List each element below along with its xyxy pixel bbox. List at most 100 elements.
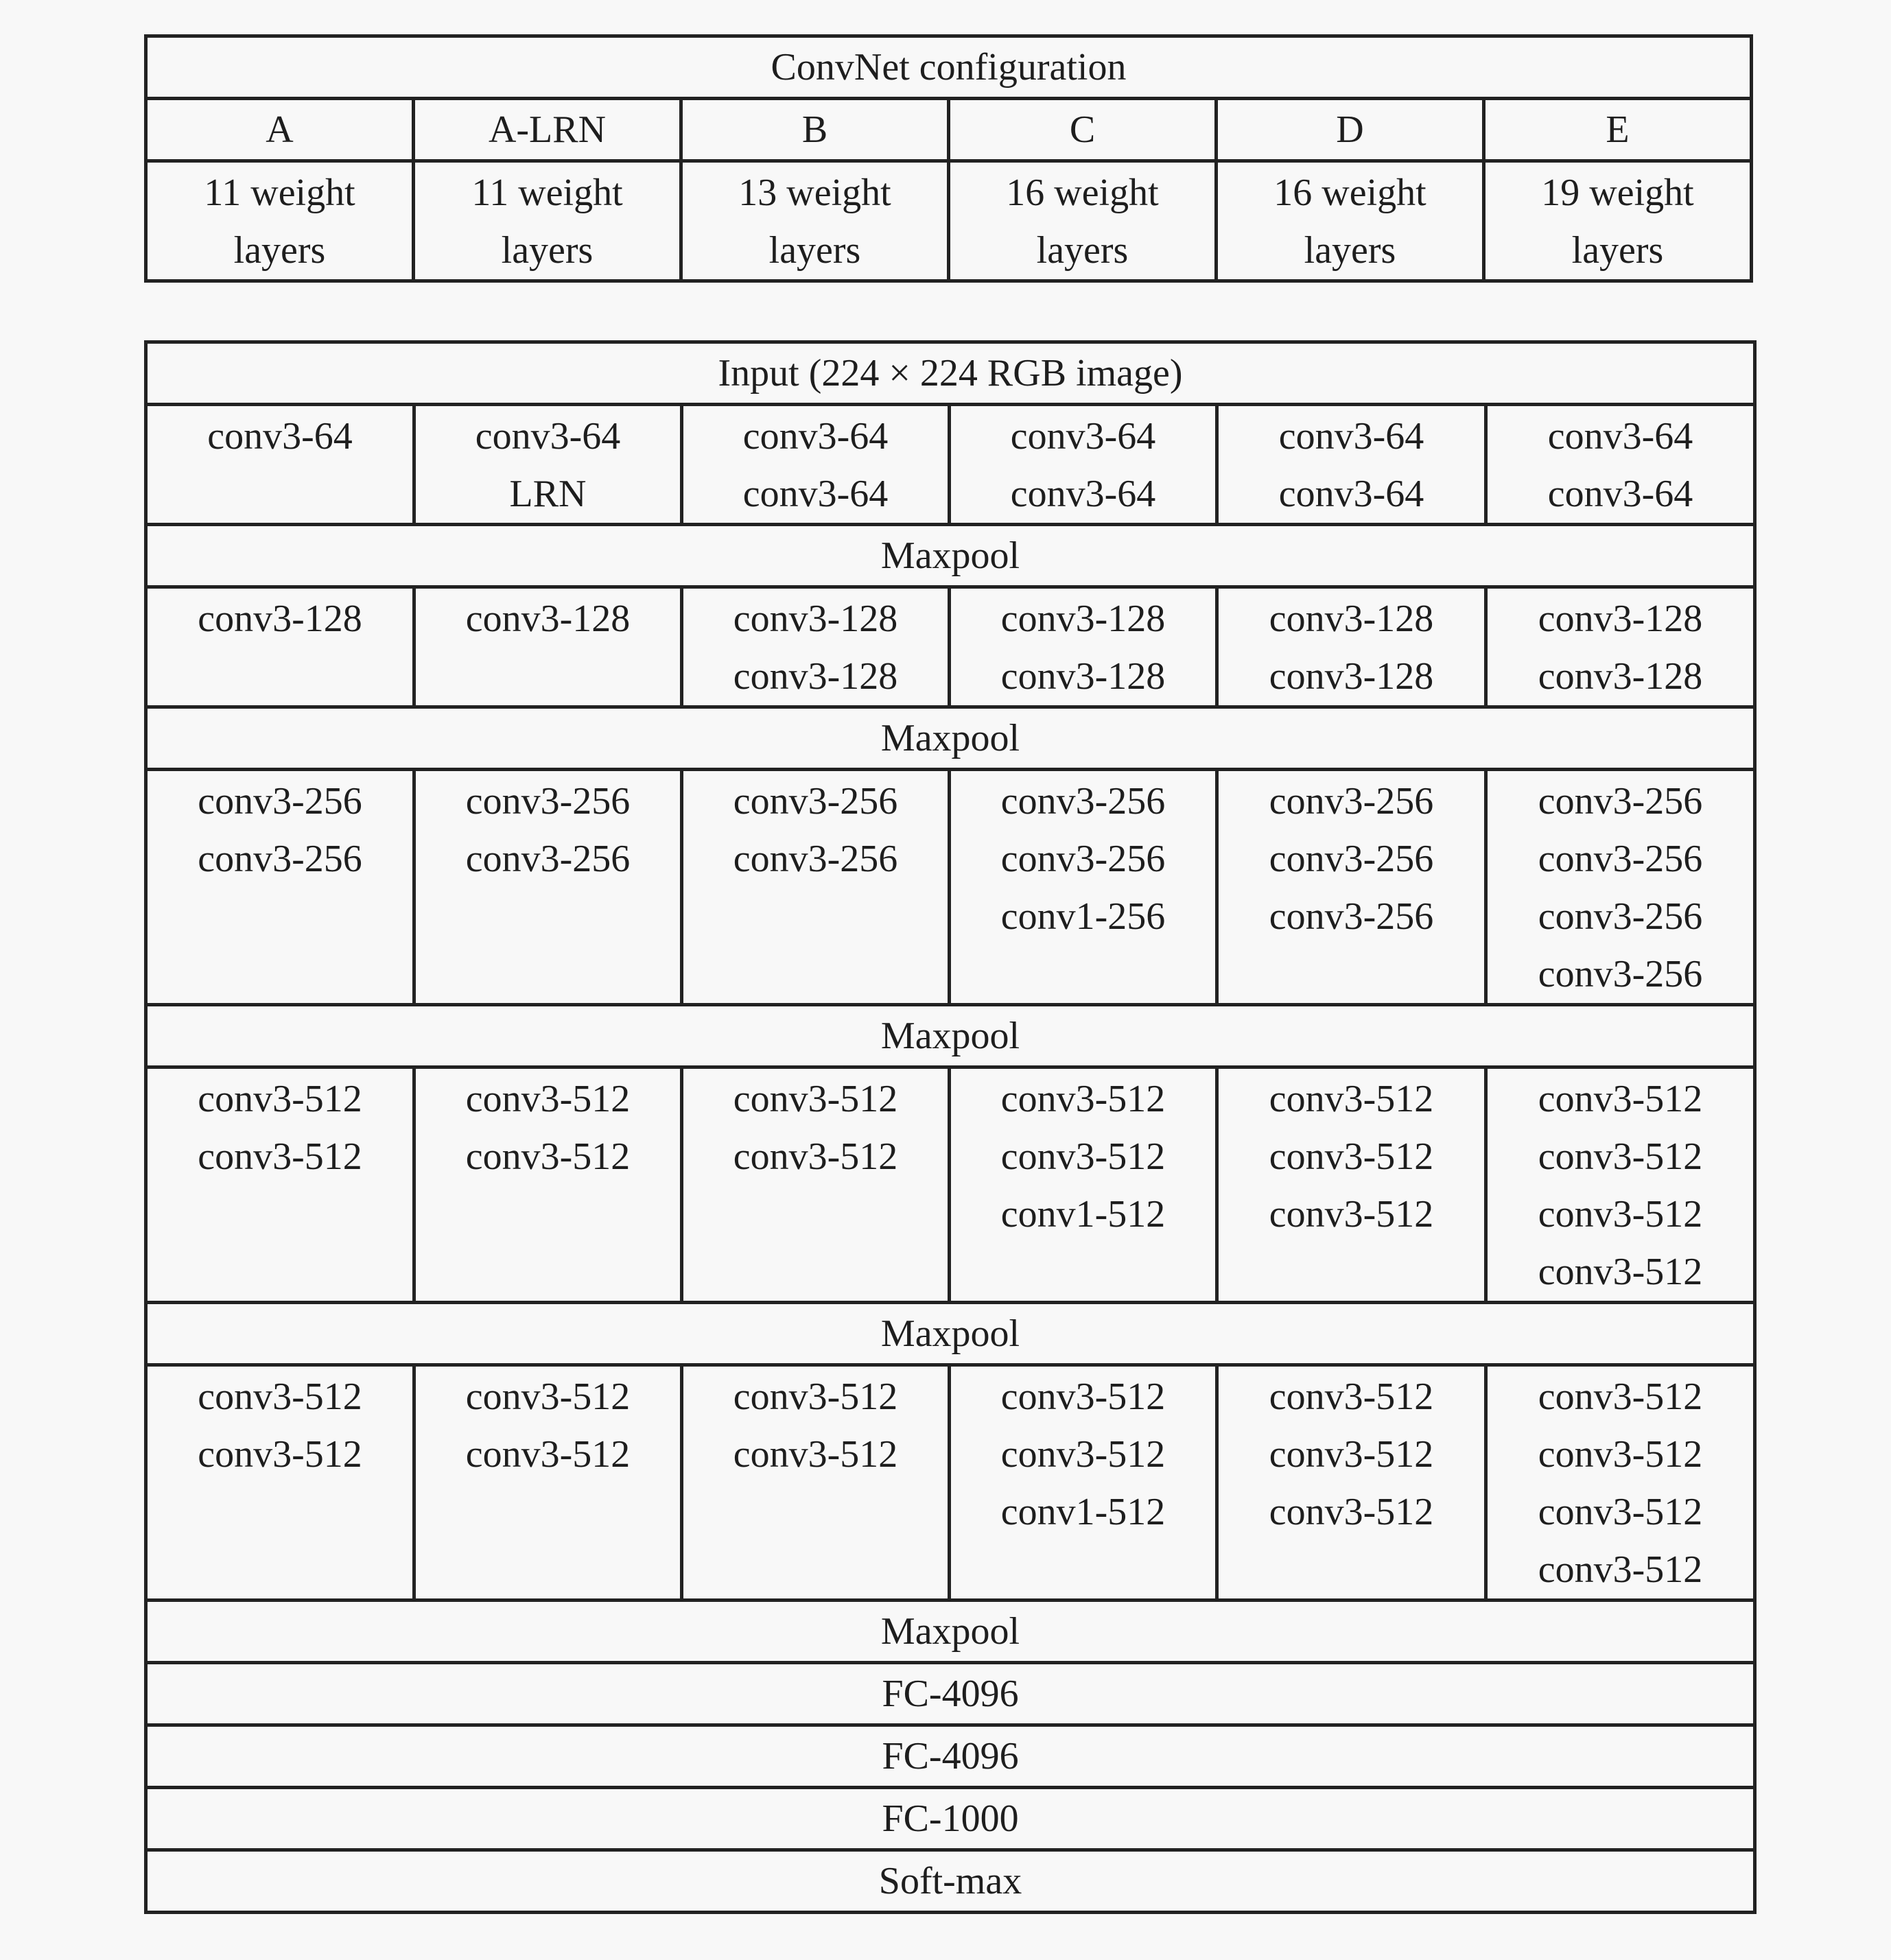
layer-line: conv3-512 [1538, 1135, 1703, 1178]
layer-line: conv3-64 [742, 415, 889, 458]
layer-line: conv3-512 [733, 1078, 898, 1120]
layer-line: conv3-512 [1000, 1433, 1166, 1476]
config-name: D [1214, 97, 1485, 163]
conv-cell: conv3-64 conv3-64 [1483, 403, 1757, 526]
layer-row: FC-1000 [143, 1786, 1757, 1852]
layer-cell: Maxpool [143, 705, 1757, 771]
layer-line: conv3-256 [198, 838, 362, 880]
layer-line: conv3-128 [1269, 598, 1434, 640]
layer-line: conv3-64 [475, 415, 621, 458]
layer-line: conv3-128 [198, 598, 362, 640]
layer-line: conv1-256 [1000, 895, 1166, 938]
layer-line: conv3-128 [1538, 598, 1703, 640]
layer-line: conv3-512 [1000, 1375, 1166, 1418]
layer-line: conv3-512 [1000, 1078, 1166, 1120]
conv-cell: conv3-256 conv3-256 [144, 768, 416, 1006]
layer-cell: Input (224 × 224 RGB image) [143, 340, 1757, 406]
layer-cell: Soft-max [143, 1848, 1757, 1914]
layer-line: conv3-256 [733, 780, 898, 823]
layer-line: conv3-64 [1010, 473, 1156, 515]
conv-cell: conv3-128 conv3-128 [680, 585, 951, 709]
layer-line: conv3-512 [1538, 1251, 1703, 1293]
conv-block-row: conv3-64 conv3-64 LRN conv3-64 conv3-64 conv3… [144, 403, 1757, 526]
layer-line: conv3-128 [1538, 655, 1703, 698]
config-depth: 16 weight layers [1214, 159, 1485, 283]
layer-line: conv3-512 [198, 1078, 362, 1120]
layer-line: conv3-64 [207, 415, 353, 458]
conv-cell: conv3-128 conv3-128 [1215, 585, 1488, 709]
config-depth: 13 weight layers [679, 159, 950, 283]
layer-line: conv3-128 [733, 598, 898, 640]
conv-block-row: conv3-256 conv3-256 conv3-256 conv3-256 conv… [144, 768, 1757, 1006]
layer-line: conv3-512 [1538, 1548, 1703, 1591]
conv-cell: conv3-512 conv3-512 [412, 1363, 683, 1602]
layer-line: conv3-256 [465, 780, 631, 823]
config-name: A-LRN [412, 97, 683, 163]
config-depth: 16 weight layers [947, 159, 1218, 283]
config-depth: 11 weight layers [412, 159, 683, 283]
layer-line: conv3-512 [733, 1135, 898, 1178]
config-name: C [947, 97, 1218, 163]
layer-line: conv3-256 [1000, 838, 1166, 880]
layer-line: conv3-256 [1538, 838, 1703, 880]
layer-line: conv3-512 [1538, 1491, 1703, 1533]
layer-line: conv3-512 [465, 1078, 631, 1120]
conv-cell: conv3-512 conv3-512 [680, 1363, 951, 1602]
depth-line: 16 weight [1006, 172, 1159, 214]
conv-cell: conv3-512 conv3-512 conv3-512 [1215, 1065, 1488, 1304]
title-row: ConvNet configuration [144, 34, 1753, 100]
depth-line: 16 weight [1273, 172, 1426, 214]
layer-row: FC-4096 [143, 1661, 1757, 1727]
layer-line: conv3-512 [1269, 1193, 1434, 1236]
layer-line: conv3-64 [1547, 415, 1693, 458]
conv-cell: conv3-256 conv3-256 conv1-256 [948, 768, 1219, 1006]
layer-line: conv3-64 [1010, 415, 1156, 458]
depth-line: 11 weight [204, 172, 355, 214]
layer-line: conv3-512 [1538, 1433, 1703, 1476]
config-name-row: A A-LRN B C D E [144, 97, 1753, 163]
conv-cell: conv3-256 conv3-256 [412, 768, 683, 1006]
layer-line: conv3-512 [198, 1433, 362, 1476]
layer-cell: Maxpool [143, 1598, 1757, 1664]
layer-cell: FC-4096 [143, 1723, 1757, 1789]
config-depth: 11 weight layers [144, 159, 415, 283]
layer-line: conv3-64 [1278, 415, 1424, 458]
layer-line: conv3-256 [1538, 780, 1703, 823]
layer-cell: FC-1000 [143, 1786, 1757, 1852]
layer-cell: Maxpool [143, 1301, 1757, 1367]
conv-cell: conv3-512 conv3-512 [144, 1363, 416, 1602]
config-name: E [1482, 97, 1753, 163]
layer-line: conv3-512 [1269, 1491, 1434, 1533]
conv-cell: conv3-512 conv3-512 [144, 1065, 416, 1304]
layer-line: conv3-512 [1269, 1135, 1434, 1178]
layer-row: Maxpool [143, 705, 1757, 771]
layer-row: Input (224 × 224 RGB image) [143, 340, 1757, 406]
conv-cell: conv3-512 conv3-512 conv1-512 [948, 1363, 1219, 1602]
conv-cell: conv3-256 conv3-256 conv3-256 conv3-256 [1483, 768, 1757, 1006]
depth-line: 11 weight [471, 172, 623, 214]
layer-line: conv3-256 [1269, 895, 1434, 938]
depth-line: layers [501, 229, 594, 272]
depth-line: 19 weight [1541, 172, 1694, 214]
conv-cell: conv3-256 conv3-256 conv3-256 [1215, 768, 1488, 1006]
layer-line: conv3-64 [742, 473, 889, 515]
layer-line: conv3-256 [198, 780, 362, 823]
conv-cell: conv3-512 conv3-512 [412, 1065, 683, 1304]
config-name: A [144, 97, 415, 163]
table-title: ConvNet configuration [144, 34, 1753, 100]
conv-cell: conv3-64 conv3-64 [680, 403, 951, 526]
conv-block-row: conv3-512 conv3-512 conv3-512 conv3-512 conv… [144, 1065, 1757, 1304]
conv-cell: conv3-512 conv3-512 [680, 1065, 951, 1304]
layer-line: conv3-256 [465, 838, 631, 880]
layer-row: Maxpool [143, 523, 1757, 589]
conv-cell: conv3-64 [144, 403, 416, 526]
layer-line: conv3-512 [733, 1433, 898, 1476]
config-depth: 19 weight layers [1482, 159, 1753, 283]
layer-row: Maxpool [143, 1003, 1757, 1069]
layer-row: Maxpool [143, 1301, 1757, 1367]
convnet-configuration-table: ConvNet configuration A A-LRN B C D E 11 weight… [144, 34, 1753, 283]
layer-line: conv3-512 [1538, 1375, 1703, 1418]
conv-cell: conv3-64 conv3-64 [1215, 403, 1488, 526]
layer-line: conv3-128 [733, 655, 898, 698]
config-name: B [679, 97, 950, 163]
